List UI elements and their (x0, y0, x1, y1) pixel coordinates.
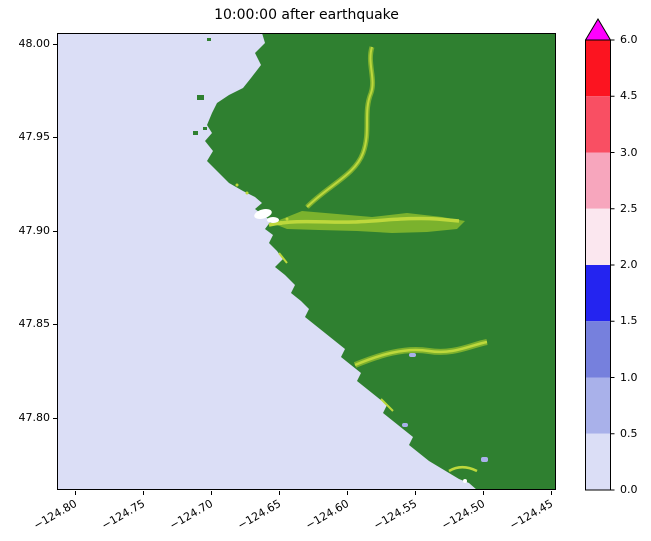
x-tick-label: −124.75 (99, 497, 148, 533)
y-tick-label: 47.95 (18, 130, 51, 143)
y-tickmark (53, 44, 57, 45)
colorbar-segment (585, 208, 611, 265)
colorbar-canvas (584, 18, 615, 491)
colorbar-tick-label: 4.5 (620, 89, 638, 102)
north-branch (306, 46, 374, 208)
y-tick-label: 47.85 (18, 317, 51, 330)
colorbar-segment (585, 152, 611, 209)
island (203, 127, 207, 130)
lake (409, 353, 416, 357)
island (193, 131, 198, 135)
island (207, 38, 211, 41)
coastal-streak (380, 398, 394, 412)
colorbar-tick-label: 1.0 (620, 371, 638, 384)
south-river (354, 340, 488, 367)
y-tickmark (53, 418, 57, 419)
coastal-streak (278, 252, 288, 264)
river-speck (279, 221, 283, 225)
x-tickmark (551, 491, 552, 495)
colorbar-segment (585, 40, 611, 97)
axes-frame (57, 33, 556, 490)
x-tick-label: −124.50 (439, 497, 488, 533)
x-tickmark (279, 491, 280, 495)
colorbar-tick-label: 2.0 (620, 258, 638, 271)
lake (402, 423, 408, 427)
x-tick-label: −124.60 (303, 497, 352, 533)
colorbar-tick-label: 0.0 (620, 483, 638, 496)
x-tickmark (211, 491, 212, 495)
y-tick-label: 47.90 (18, 224, 51, 237)
y-tickmark (53, 324, 57, 325)
colorbar-segment (585, 377, 611, 434)
y-tick-label: 48.00 (18, 37, 51, 50)
x-tickmark (75, 491, 76, 495)
map-plot (57, 33, 556, 490)
river-speck (245, 191, 249, 195)
colorbar-segment (585, 96, 611, 153)
river-speck (235, 183, 239, 187)
x-tick-label: −124.45 (507, 497, 556, 533)
x-tick-label: −124.80 (31, 497, 80, 533)
x-tickmark (415, 491, 416, 495)
y-tickmark (53, 231, 57, 232)
y-tick-label: 47.80 (18, 411, 51, 424)
x-tick-label: −124.65 (235, 497, 284, 533)
coastal-spit (254, 209, 272, 219)
colorbar-tick-label: 6.0 (620, 33, 638, 46)
land (205, 33, 556, 490)
x-tickmark (143, 491, 144, 495)
coastal-spit (267, 217, 279, 223)
coastal-streak (448, 466, 478, 473)
colorbar (584, 18, 615, 496)
x-tick-label: −124.70 (167, 497, 216, 533)
colorbar-tick-label: 1.5 (620, 314, 638, 327)
colorbar-tick-label: 0.5 (620, 427, 638, 440)
x-tickmark (483, 491, 484, 495)
main-river (268, 216, 460, 227)
river-speck (285, 217, 289, 221)
lake (481, 457, 488, 462)
colorbar-segment (585, 321, 611, 378)
island (197, 95, 204, 100)
colorbar-over-arrow (584, 18, 612, 41)
colorbar-tick-label: 3.0 (620, 146, 638, 159)
colorbar-tick-label: 2.5 (620, 202, 638, 215)
colorbar-segment (585, 433, 611, 490)
x-tick-label: −124.55 (371, 497, 420, 533)
colorbar-frame (585, 39, 611, 491)
colorbar-segment (585, 265, 611, 322)
coastal-spit (463, 479, 467, 483)
map-canvas (57, 33, 556, 490)
x-tickmark (347, 491, 348, 495)
plot-title: 10:00:00 after earthquake (214, 7, 399, 23)
y-tickmark (53, 137, 57, 138)
